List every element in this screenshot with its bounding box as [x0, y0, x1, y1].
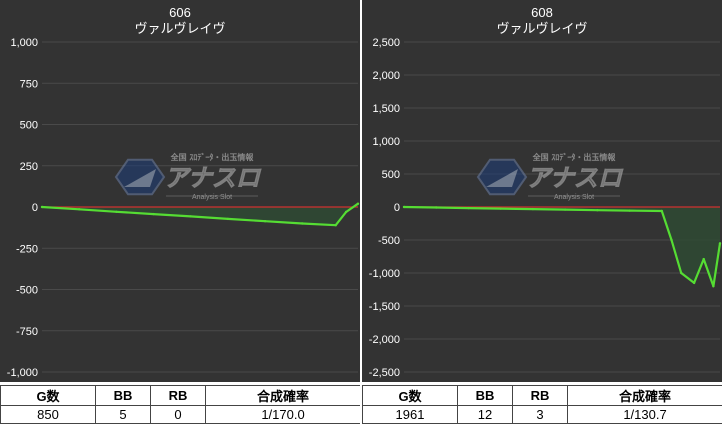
watermark-brand: アナスロ [526, 164, 624, 192]
y-tick-label: -750 [16, 326, 38, 338]
chart-background [0, 0, 360, 382]
stats-table: G数 BB RB 合成確率 1961 12 3 1/130.7 [362, 385, 722, 424]
data-point [660, 209, 663, 213]
data-point [531, 207, 535, 211]
data-point [718, 242, 722, 245]
watermark-subtitle: Analysis Slot [192, 194, 232, 201]
logo-stripe-icon [124, 169, 156, 187]
data-point [499, 207, 502, 210]
stats-value-row: 1961 12 3 1/130.7 [362, 405, 722, 424]
anaslo-logo-icon [476, 158, 528, 196]
watermark-brand: アナスロ [164, 164, 262, 192]
chart-subtitle: ヴァルヴレイヴ [134, 21, 225, 37]
stats-header-rb: RB [150, 385, 206, 406]
stats-header-bb: BB [457, 385, 513, 406]
logo-stripe-icon [486, 169, 518, 187]
y-tick-label: -1,500 [369, 301, 400, 313]
stats-header-rb: RB [512, 385, 568, 406]
y-tick-label: 1,500 [372, 103, 400, 115]
stats-value-bb: 5 [95, 405, 151, 424]
y-tick-label: 1,000 [10, 37, 38, 49]
y-tick-label: -2,000 [369, 334, 400, 346]
chart-subtitle: ヴァルヴレイヴ [496, 21, 587, 37]
stats-table: G数 BB RB 合成確率 850 5 0 1/170.0 [0, 385, 361, 424]
stats-header-games: G数 [362, 385, 458, 406]
stats-value-probability: 1/170.0 [205, 405, 361, 424]
data-point [712, 285, 715, 288]
data-point [563, 208, 567, 211]
data-point [680, 271, 683, 275]
data-point [334, 224, 337, 227]
data-point [40, 205, 44, 209]
stats-value-row: 850 5 0 1/170.0 [0, 405, 361, 424]
area-fill [42, 203, 358, 226]
data-point [692, 281, 696, 285]
data-point [596, 209, 599, 212]
y-tick-label: 0 [394, 202, 400, 214]
stats-header-probability: 合成確率 [205, 385, 361, 406]
stats-header-row: G数 BB RB 合成確率 [362, 385, 722, 406]
data-point [189, 215, 192, 218]
data-point [115, 210, 118, 213]
data-point [78, 208, 81, 211]
y-tick-label: -1,000 [369, 268, 400, 280]
stats-header-probability: 合成確率 [567, 385, 722, 406]
chart-title: 608 [531, 5, 553, 20]
chart-background [362, 0, 722, 382]
y-tick-label: 250 [20, 161, 38, 173]
stats-value-probability: 1/130.7 [567, 405, 722, 424]
data-point [467, 206, 470, 210]
y-tick-label: 1,000 [372, 136, 400, 148]
data-point [152, 212, 155, 216]
data-point [301, 222, 304, 225]
data-point [356, 202, 360, 205]
data-point [402, 205, 406, 209]
panel-divider [360, 0, 362, 426]
y-tick-label: -500 [378, 235, 400, 247]
chart-panel-608: 608 ヴァルヴレイヴ 2,500 2,000 1,500 1,000 500 0 -500 -1… [362, 0, 722, 426]
y-tick-label: 500 [20, 120, 38, 132]
data-point [435, 206, 438, 209]
watermark-tagline: 全国 ｽﾛﾃﾞｰﾀ・出玉情報 [532, 152, 617, 162]
y-tick-label: -1,000 [7, 367, 38, 379]
watermark-subtitle: Analysis Slot [554, 194, 594, 201]
data-point [226, 217, 230, 221]
chart-panel-606: 606 ヴァルヴレイヴ 1,000 750 500 250 0 -250 -500 -750 -1,… [0, 0, 361, 426]
data-point [628, 209, 631, 212]
data-point [344, 210, 348, 214]
y-tick-label: 0 [32, 202, 38, 214]
y-tick-label: 2,500 [372, 37, 400, 49]
y-tick-label: 500 [382, 169, 400, 181]
y-tick-label: 2,000 [372, 70, 400, 82]
data-point [263, 220, 267, 223]
data-point [702, 257, 705, 261]
chart-title: 606 [169, 5, 191, 20]
stats-header-bb: BB [95, 385, 151, 406]
stats-value-bb: 12 [457, 405, 513, 424]
stats-value-games: 850 [0, 405, 96, 424]
y-tick-label: 750 [20, 78, 38, 90]
stats-value-rb: 0 [150, 405, 206, 424]
stats-value-rb: 3 [512, 405, 568, 424]
anaslo-logo-icon [114, 158, 166, 196]
stats-value-games: 1961 [362, 405, 458, 424]
stats-header-games: G数 [0, 385, 96, 406]
watermark-tagline: 全国 ｽﾛﾃﾞｰﾀ・出玉情報 [170, 152, 255, 162]
y-tick-label: -250 [16, 243, 38, 255]
data-point [670, 238, 673, 242]
y-tick-label: -500 [16, 285, 38, 297]
stats-header-row: G数 BB RB 合成確率 [0, 385, 361, 406]
y-tick-label: -2,500 [369, 367, 400, 379]
